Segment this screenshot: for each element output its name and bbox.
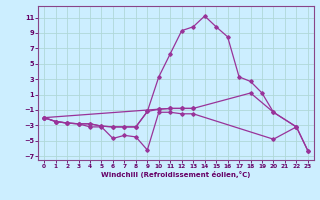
X-axis label: Windchill (Refroidissement éolien,°C): Windchill (Refroidissement éolien,°C) bbox=[101, 171, 251, 178]
